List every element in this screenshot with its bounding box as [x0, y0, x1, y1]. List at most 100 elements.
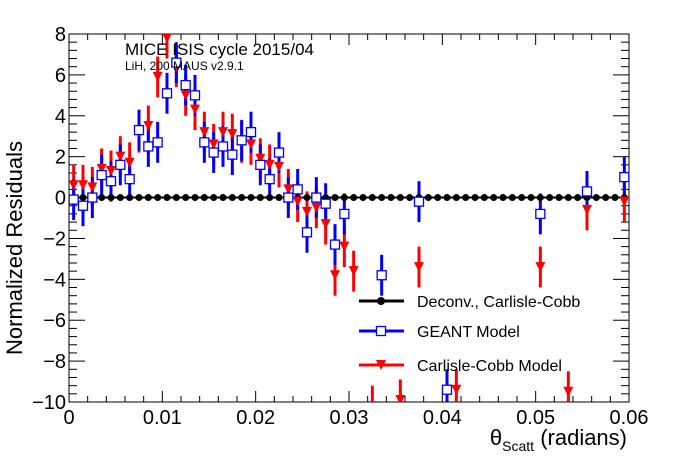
deconv-point — [424, 194, 432, 202]
deconv-point — [490, 194, 498, 202]
deconv-point — [480, 194, 488, 202]
carlisle-cobb-point — [152, 71, 163, 82]
legend-entry-deconv: Deconv., Carlisle-Cobb — [359, 294, 580, 311]
geant-point — [189, 90, 201, 101]
geant-point — [320, 198, 331, 209]
deconv-point — [536, 194, 544, 202]
y-tick-label: −2 — [43, 228, 66, 250]
deconv-point — [592, 194, 600, 202]
geant-point — [273, 147, 285, 158]
deconv-point — [163, 194, 171, 202]
deconv-point — [144, 194, 152, 202]
deconv-point — [107, 194, 115, 202]
carlisle-cobb-point — [87, 182, 98, 193]
geant-point — [245, 126, 257, 138]
deconv-point — [210, 194, 218, 202]
legend-label: Deconv., Carlisle-Cobb — [417, 294, 580, 311]
geant-point — [255, 159, 266, 170]
y-tick-label: −6 — [43, 310, 66, 332]
carlisle-cobb-point — [292, 196, 303, 207]
x-tick-label: 0.04 — [423, 407, 462, 429]
carlisle-cobb-point — [106, 165, 116, 176]
geant-point — [311, 192, 322, 203]
deconv-point — [434, 194, 442, 202]
geant-point — [339, 208, 350, 220]
experiment-label: MICE ISIS cycle 2015/04 — [125, 40, 314, 59]
geant-point — [69, 194, 79, 205]
deconv-point — [452, 194, 460, 202]
deconv-point — [98, 194, 106, 202]
carlisle-cobb-point — [246, 139, 256, 150]
carlisle-cobb-point — [190, 104, 200, 115]
geant-point — [208, 147, 219, 158]
geant-point — [133, 124, 145, 136]
deconv-point — [350, 194, 358, 202]
deconv-point — [555, 194, 563, 202]
carlisle-cobb-point — [451, 384, 462, 395]
carlisle-cobb-point — [582, 204, 592, 215]
legend-marker — [377, 297, 385, 305]
carlisle-cobb-point — [143, 121, 154, 131]
deconv-point — [546, 194, 554, 202]
carlisle-cobb-point — [563, 386, 574, 397]
carlisle-cobb-point — [283, 184, 294, 195]
carlisle-cobb-point — [311, 202, 322, 213]
geant-point — [171, 57, 182, 68]
carlisle-cobb-point — [367, 401, 378, 402]
deconv-point — [275, 194, 283, 202]
y-tick-label: 6 — [55, 65, 66, 87]
geant-point — [87, 192, 98, 203]
deconv-point — [238, 194, 246, 202]
deconv-point — [172, 194, 180, 202]
y-tick-labels: −10 −8 −6 −4 −2 0 2 4 6 8 — [32, 24, 66, 414]
geant-point — [581, 186, 593, 197]
deconv-point — [154, 194, 162, 202]
carlisle-cobb-point — [339, 241, 350, 252]
carlisle-cobb-point — [348, 266, 359, 277]
geant-point — [105, 176, 117, 187]
geant-point — [292, 184, 303, 195]
geant-point — [301, 227, 313, 238]
software-label: LiH, 200 MAUS v2.9.1 — [125, 59, 244, 73]
deconv-point — [200, 194, 208, 202]
y-tick-label: −8 — [43, 351, 66, 373]
carlisle-cobb-point — [535, 262, 546, 273]
geant-point — [283, 192, 294, 203]
deconv-point — [527, 194, 535, 202]
x-axis-units: (radians) — [534, 425, 627, 450]
geant-point — [413, 196, 425, 207]
y-tick-label: 2 — [55, 147, 66, 169]
geant-point — [143, 141, 154, 152]
geant-point — [217, 141, 229, 152]
carlisle-cobb-point — [69, 180, 79, 191]
deconv-point — [564, 194, 572, 202]
y-tick-label: −10 — [32, 392, 66, 414]
geant-point — [264, 174, 275, 185]
geant-point — [329, 239, 341, 250]
deconv-point — [219, 194, 227, 202]
carlisle-cobb-point — [180, 90, 191, 101]
y-tick-label: 4 — [55, 106, 66, 128]
geant-point — [619, 171, 629, 183]
carlisle-cobb-point — [302, 206, 312, 217]
legend-label: GEANT Model — [417, 324, 520, 341]
deconv-point — [126, 194, 134, 202]
carlisle-cobb-point — [208, 139, 219, 150]
carlisle-cobb-point — [330, 270, 340, 281]
deconv-point — [462, 194, 470, 202]
carlisle-cobb-point — [218, 127, 228, 138]
deconv-point — [396, 194, 404, 202]
deconv-point — [303, 194, 311, 202]
deconv-point — [602, 194, 610, 202]
deconv-point — [266, 194, 274, 202]
geant-point — [236, 135, 247, 146]
legend-label: Carlisle-Cobb Model — [417, 358, 562, 375]
deconv-point — [518, 194, 526, 202]
deconv-point — [331, 194, 339, 202]
x-axis-symbol: θ — [490, 425, 502, 450]
deconv-point — [135, 194, 143, 202]
x-axis-title: θScatt (radians) — [490, 425, 627, 454]
deconv-point — [574, 194, 582, 202]
legend: Deconv., Carlisle-Cobb GEANT Model Carlisl… — [359, 294, 580, 375]
